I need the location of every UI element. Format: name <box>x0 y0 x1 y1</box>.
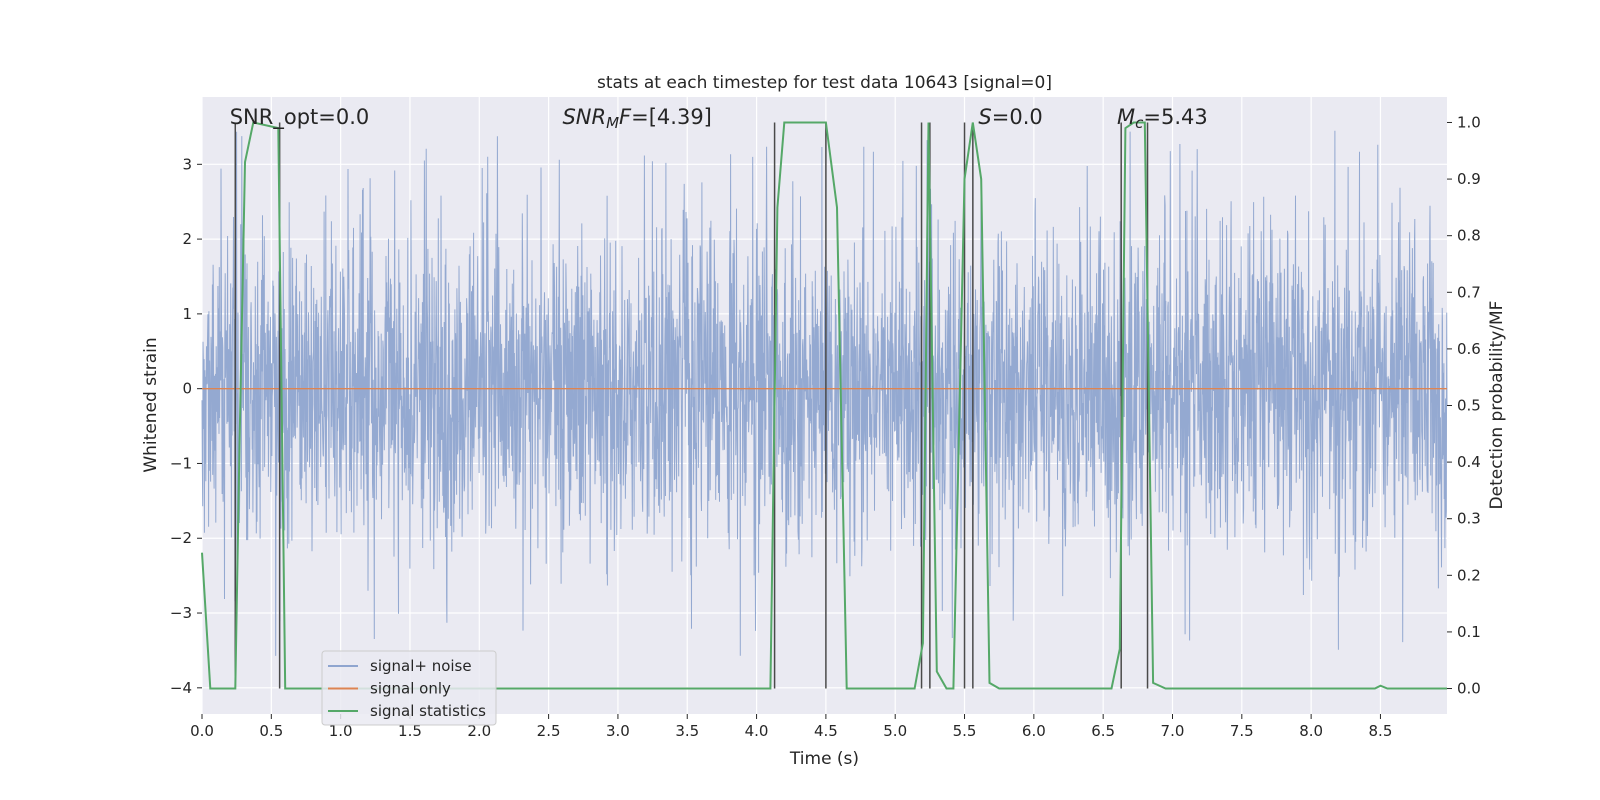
y2-tick-label: 0.0 <box>1457 680 1481 698</box>
x-tick-label: 3.0 <box>606 722 630 740</box>
x-tick-label: 6.5 <box>1091 722 1115 740</box>
y-tick-label: −2 <box>170 529 192 547</box>
signal-statistics-line <box>201 121 1447 690</box>
x-tick-label: 1.0 <box>329 722 353 740</box>
legend: signal+ noise signal only signal statistic… <box>321 650 497 726</box>
x-axis-ticks: 0.0 0.5 1.0 1.5 2.0 2.5 3.0 3.5 4.0 4.5 5.0 5.5 6.0 6… <box>190 714 1392 740</box>
y2-axis-ticks: 1.0 0.9 0.8 0.7 0.6 0.5 0.4 0.3 0.2 0.1 0.0 <box>1447 113 1481 698</box>
y-tick-label: −1 <box>170 454 192 472</box>
y2-tick-label: 0.8 <box>1457 227 1481 245</box>
y2-tick-label: 0.4 <box>1457 453 1481 471</box>
y-tick-label: −4 <box>170 679 192 697</box>
x-tick-label: 4.5 <box>814 722 838 740</box>
annotation-label: S=0.0 <box>978 105 1042 129</box>
annotations: SNR_opt=0.0 SNRMF=[4.39] S=0.0 Mc=5.43 <box>230 105 1208 132</box>
x-tick-label: 8.5 <box>1369 722 1393 740</box>
y-tick-label: 2 <box>182 230 192 248</box>
y-tick-label: 0 <box>182 380 192 398</box>
x-tick-label: 2.0 <box>467 722 491 740</box>
x-tick-label: 5.0 <box>883 722 907 740</box>
y-tick-label: −3 <box>170 604 192 622</box>
legend-box <box>321 650 497 726</box>
y2-tick-label: 0.3 <box>1457 510 1481 528</box>
x-tick-label: 5.5 <box>953 722 977 740</box>
x-tick-label: 1.5 <box>398 722 422 740</box>
chart-title: stats at each timestep for test data 106… <box>597 73 1052 93</box>
y2-tick-label: 0.6 <box>1457 340 1481 358</box>
legend-label: signal only <box>370 680 451 698</box>
y2-tick-label: 0.5 <box>1457 397 1481 415</box>
y-tick-label: 1 <box>182 305 192 323</box>
annotation-label: SNRMF=[4.39] <box>562 105 711 132</box>
x-tick-label: 3.5 <box>675 722 699 740</box>
y-tick-label: 3 <box>182 155 192 173</box>
y2-axis-label: Detection probability/MF <box>1487 301 1507 510</box>
y2-tick-label: 0.2 <box>1457 566 1481 584</box>
signal-statistics-series <box>201 121 1447 690</box>
x-tick-label: 4.0 <box>745 722 769 740</box>
x-tick-label: 0.0 <box>190 722 214 740</box>
x-tick-label: 8.0 <box>1299 722 1323 740</box>
x-tick-label: 7.5 <box>1230 722 1254 740</box>
x-tick-label: 2.5 <box>537 722 561 740</box>
x-tick-label: 7.0 <box>1161 722 1185 740</box>
annotation-label: Mc=5.43 <box>1117 105 1208 132</box>
legend-label: signal statistics <box>370 702 486 720</box>
y2-tick-label: 0.1 <box>1457 623 1481 641</box>
x-tick-label: 0.5 <box>259 722 283 740</box>
legend-label: signal+ noise <box>370 657 472 675</box>
y2-tick-label: 1.0 <box>1457 113 1481 131</box>
y-axis-ticks: 3 2 1 0 −1 −2 −3 −4 <box>170 155 202 697</box>
signal-noise-line <box>201 130 1448 656</box>
annotation-label: SNR_opt=0.0 <box>230 105 370 130</box>
signal-noise-series <box>201 130 1448 656</box>
y2-tick-label: 0.9 <box>1457 170 1481 188</box>
y-axis-label: Whitened strain <box>141 337 161 472</box>
x-tick-label: 6.0 <box>1022 722 1046 740</box>
y2-tick-label: 0.7 <box>1457 283 1481 301</box>
x-axis-label: Time (s) <box>789 749 859 769</box>
